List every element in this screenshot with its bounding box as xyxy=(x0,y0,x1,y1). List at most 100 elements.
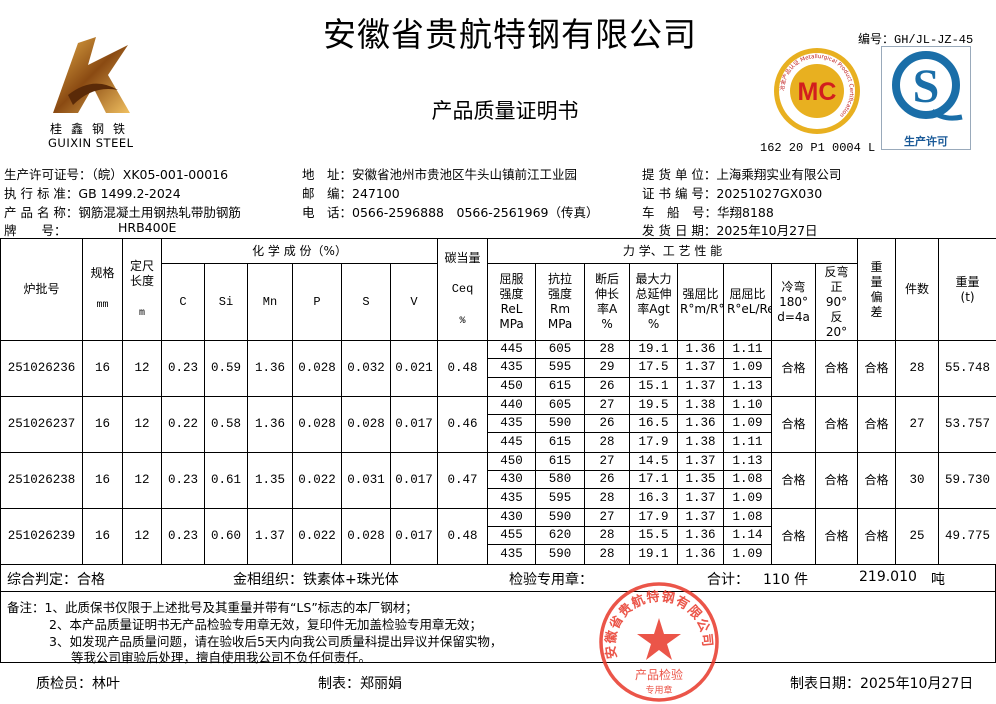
cell-a: 26 xyxy=(585,415,630,433)
cell-ratio2: 1.09 xyxy=(724,415,772,433)
cell-ratio1: 1.37 xyxy=(678,377,724,396)
cell-c: 0.23 xyxy=(162,341,205,397)
cell-mn: 1.37 xyxy=(248,508,293,564)
grade-label: 牌 号： xyxy=(4,220,67,239)
cell-rel: 455 xyxy=(488,526,536,544)
cell-mn: 1.35 xyxy=(248,452,293,508)
cell-rebend: 合格 xyxy=(816,396,858,452)
qs-icon: S xyxy=(882,47,970,127)
cell-a: 28 xyxy=(585,433,630,452)
cell-rm: 590 xyxy=(536,415,585,433)
cell-bend: 合格 xyxy=(772,508,816,564)
cell-s: 0.028 xyxy=(342,396,391,452)
cell-a: 28 xyxy=(585,489,630,508)
cell-ratio2: 1.08 xyxy=(724,471,772,489)
standard: 执 行 标 准：GB 1499.2-2024 xyxy=(4,183,181,202)
seal-sub2: 专用章 xyxy=(645,684,672,696)
weight-unit: 吨 xyxy=(931,569,945,589)
document-code: 编号：GH/JL-JZ-45 xyxy=(858,30,973,47)
cell-agt: 16.5 xyxy=(630,415,678,433)
cell-agt: 17.9 xyxy=(630,508,678,526)
cell-weight-dev: 合格 xyxy=(858,396,896,452)
col-agt: 最大力总延伸率Agt % xyxy=(630,264,678,341)
cell-si: 0.59 xyxy=(205,341,248,397)
cell-size: 16 xyxy=(83,396,123,452)
cell-rel: 450 xyxy=(488,452,536,470)
cell-s: 0.032 xyxy=(342,341,391,397)
cell-a: 29 xyxy=(585,359,630,377)
cell-ratio2: 1.09 xyxy=(724,489,772,508)
cell-weight: 59.730 xyxy=(939,452,996,508)
col-length-label: 定尺长度 xyxy=(128,259,156,289)
table-maker: 制表：郑丽娟 xyxy=(318,673,402,693)
cell-length: 12 xyxy=(123,452,162,508)
col-pieces: 件数 xyxy=(896,239,939,341)
summary-row: 综合判定：合格 金相组织：铁素体+珠光体 检验专用章： 合计： 110 件 21… xyxy=(0,564,996,592)
col-v: V xyxy=(391,264,438,341)
cell-a: 27 xyxy=(585,508,630,526)
cell-rel: 435 xyxy=(488,415,536,433)
cell-ratio1: 1.36 xyxy=(678,415,724,433)
col-chem: 化 学 成 份（%） xyxy=(162,239,438,264)
remark-4: 等我公司审验后处理，擅自使用我公司不负任何责任。 xyxy=(71,647,371,666)
cell-ratio2: 1.10 xyxy=(724,396,772,414)
cell-v: 0.021 xyxy=(391,341,438,397)
cell-rm: 615 xyxy=(536,433,585,452)
col-weight-dev: 重量偏差 xyxy=(858,239,896,341)
col-ceq-label: 碳当量 xyxy=(445,251,481,265)
cell-rel: 430 xyxy=(488,508,536,526)
cell-a: 28 xyxy=(585,545,630,564)
cell-mn: 1.36 xyxy=(248,341,293,397)
cell-agt: 15.1 xyxy=(630,377,678,396)
ship-date: 发 货 日 期：2025年10月27日 xyxy=(642,220,818,239)
col-length-unit: m xyxy=(139,308,145,319)
cell-ratio1: 1.36 xyxy=(678,545,724,564)
cell-v: 0.017 xyxy=(391,452,438,508)
cell-agt: 17.1 xyxy=(630,471,678,489)
cell-agt: 16.3 xyxy=(630,489,678,508)
cell-bend: 合格 xyxy=(772,341,816,397)
cell-rm: 605 xyxy=(536,396,585,414)
col-s: S xyxy=(342,264,391,341)
cell-c: 0.23 xyxy=(162,508,205,564)
cell-ratio2: 1.14 xyxy=(724,526,772,544)
cell-ceq: 0.46 xyxy=(438,396,488,452)
cell-rm: 620 xyxy=(536,526,585,544)
cell-agt: 19.1 xyxy=(630,545,678,564)
cell-size: 16 xyxy=(83,508,123,564)
cell-agt: 17.5 xyxy=(630,359,678,377)
seal-star-icon xyxy=(637,618,681,660)
cell-ratio2: 1.09 xyxy=(724,545,772,564)
remarks: 备注：1、此质保书仅限于上述批号及其重量并带有“LS”标志的本厂钢材； 2、本产… xyxy=(0,592,996,663)
cell-batch: 251026239 xyxy=(1,508,83,564)
cell-ratio1: 1.38 xyxy=(678,433,724,452)
svg-text:S: S xyxy=(913,60,940,113)
cell-si: 0.58 xyxy=(205,396,248,452)
qs-text: 生产许可 xyxy=(882,133,970,149)
col-batch: 炉批号 xyxy=(1,239,83,341)
col-rebend: 反弯正90°反20° xyxy=(816,264,858,341)
col-weight: 重量(t) xyxy=(939,239,996,341)
cell-mn: 1.36 xyxy=(248,396,293,452)
col-bend: 冷弯180° d=4a xyxy=(772,264,816,341)
license-number: 生产许可证号：（皖）XK05-001-00016 xyxy=(4,164,228,183)
col-ceq-unit: % xyxy=(460,316,466,327)
cell-agt: 17.9 xyxy=(630,433,678,452)
cell-ratio2: 1.11 xyxy=(724,341,772,359)
cell-v: 0.017 xyxy=(391,508,438,564)
cell-ratio1: 1.36 xyxy=(678,341,724,359)
cell-rm: 605 xyxy=(536,341,585,359)
cell-weight-dev: 合格 xyxy=(858,508,896,564)
cell-ratio1: 1.37 xyxy=(678,452,724,470)
cell-ratio2: 1.13 xyxy=(724,377,772,396)
mc-certification-logo-icon: MC 冶金产品认证 Metallurgical Product Certific… xyxy=(773,47,861,135)
cell-weight-dev: 合格 xyxy=(858,341,896,397)
cell-v: 0.017 xyxy=(391,396,438,452)
cell-rm: 595 xyxy=(536,359,585,377)
cell-length: 12 xyxy=(123,341,162,397)
